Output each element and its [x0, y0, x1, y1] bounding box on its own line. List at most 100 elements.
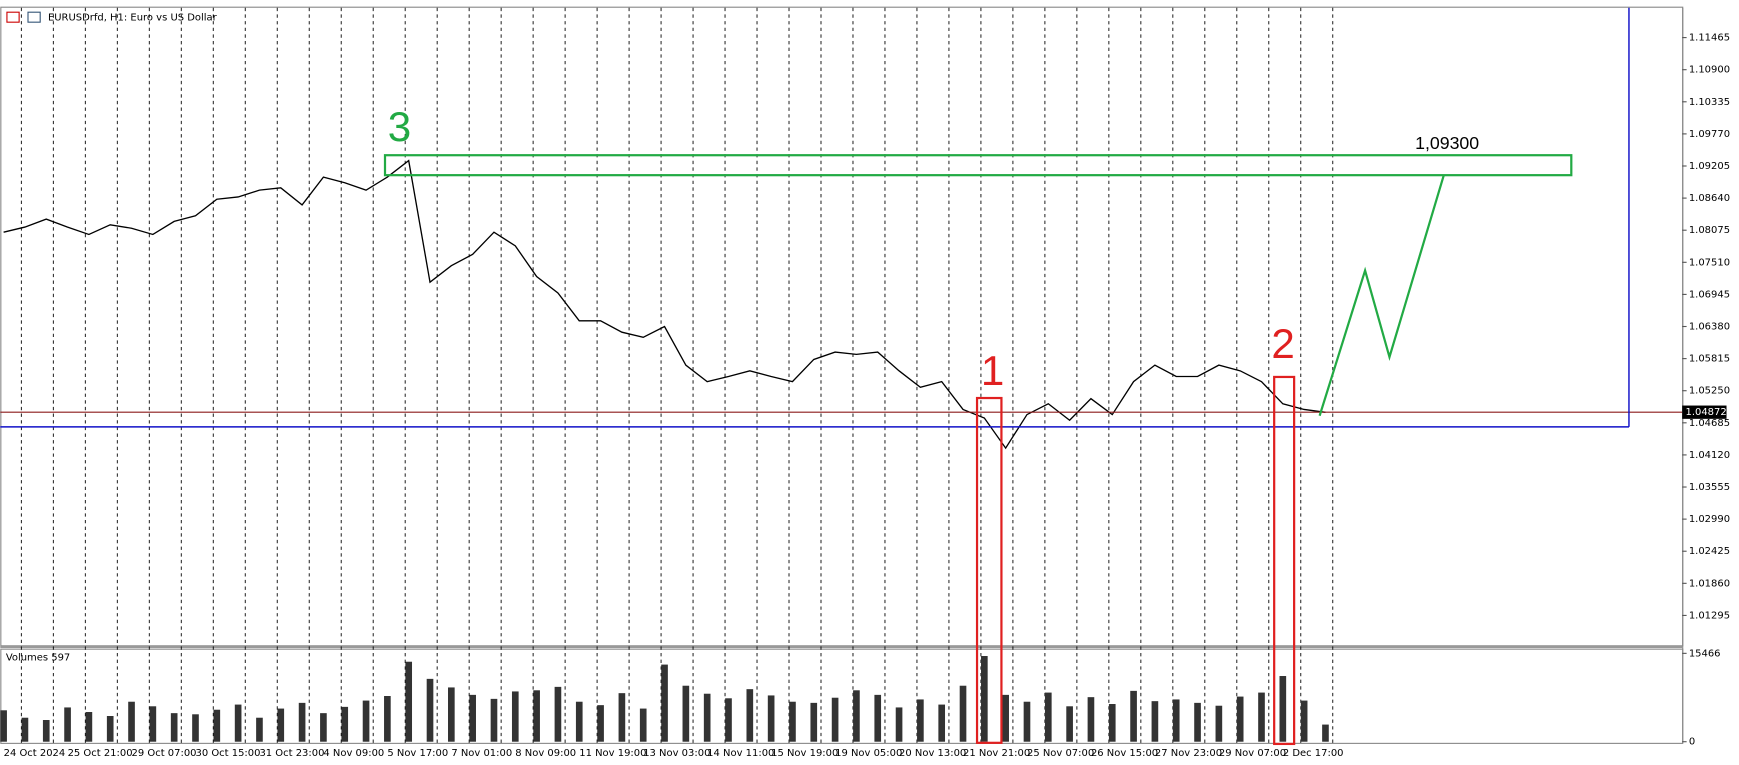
x-tick-label: 21 Nov 21:00: [963, 748, 1030, 759]
x-tick-label: 20 Nov 13:00: [899, 748, 966, 759]
y-tick-label: 1.10335: [1689, 97, 1730, 108]
x-tick-label: 5 Nov 17:00: [387, 748, 448, 759]
volume-bar: [234, 704, 242, 742]
volume-bar: [490, 698, 498, 742]
volume-bar: [746, 689, 754, 742]
x-tick-label: 7 Nov 01:00: [451, 748, 512, 759]
y-tick-label: 1.08075: [1689, 225, 1730, 236]
volume-bar: [192, 714, 199, 742]
y-tick-label: 1.11465: [1689, 33, 1730, 44]
volume-bar: [64, 707, 71, 742]
volume-bar: [661, 664, 668, 742]
y-tick-label: 1.09770: [1689, 129, 1730, 140]
volume-bar: [639, 708, 647, 742]
volume-bar: [767, 695, 775, 742]
volume-bar: [618, 693, 626, 742]
volume-bar: [1300, 700, 1308, 742]
x-tick-label: 2 Dec 17:00: [1283, 748, 1344, 759]
volume-bar: [533, 690, 540, 742]
y-tick-label: 1.10900: [1689, 65, 1730, 76]
y-tick-label: 0: [1689, 737, 1695, 748]
volume-bar: [511, 691, 519, 742]
volume-bar: [810, 702, 818, 742]
y-tick-label: 1.06380: [1689, 322, 1730, 333]
current-price-box: [1682, 405, 1727, 419]
y-tick-label: 1.06945: [1689, 289, 1730, 300]
volume-bar: [1215, 705, 1223, 742]
x-tick-label: 29 Oct 07:00: [132, 748, 197, 759]
y-tick-label: 1.02990: [1689, 514, 1730, 525]
volume-bar: [554, 686, 562, 742]
volume-bar: [1194, 702, 1201, 742]
volume-bar: [1066, 706, 1073, 742]
annotation: 1: [981, 347, 1004, 394]
volume-bar: [256, 717, 263, 742]
x-tick-label: 27 Nov 23:00: [1155, 748, 1222, 759]
x-tick-label: 24 Oct 2024: [4, 748, 66, 759]
y-tick-label: 1.08640: [1689, 193, 1730, 204]
y-tick-label: 15466: [1689, 648, 1721, 659]
x-tick-label: 15 Nov 19:00: [771, 748, 838, 759]
x-tick-label: 8 Nov 09:00: [515, 748, 576, 759]
y-tick-label: 1.02425: [1689, 546, 1730, 557]
volume-bar: [1130, 690, 1137, 742]
volume-bar: [895, 707, 903, 742]
volume-bar: [1151, 701, 1159, 742]
volume-bar: [917, 699, 924, 742]
x-tick-label: 25 Oct 21:00: [68, 748, 133, 759]
volume-bar: [1108, 704, 1116, 742]
volume-bar: [981, 656, 988, 742]
x-tick-label: 19 Nov 05:00: [835, 748, 902, 759]
volume-bar: [1279, 676, 1287, 742]
volume-title: Volumes 597: [6, 652, 70, 663]
volume-bar: [106, 716, 114, 742]
x-tick-label: 13 Nov 03:00: [643, 748, 710, 759]
volume-bar: [448, 687, 455, 742]
x-tick-label: 29 Nov 07:00: [1219, 748, 1286, 759]
volume-bar: [0, 710, 7, 742]
volume-bar: [789, 701, 796, 742]
x-tick-label: 30 Oct 15:00: [195, 748, 260, 759]
volume-bar: [703, 693, 711, 742]
volume-bar: [1002, 694, 1009, 742]
volume-bar: [213, 709, 221, 742]
y-tick-label: 1.01860: [1689, 578, 1730, 589]
volume-bar: [320, 713, 327, 742]
highlight-box: [1273, 375, 1296, 746]
x-tick-label: 11 Nov 19:00: [579, 748, 646, 759]
marks: [0, 159, 1683, 742]
annotation: 3: [388, 103, 411, 150]
y-tick-label: 1.01295: [1689, 610, 1730, 621]
volume-bar: [298, 702, 306, 742]
volume-bar: [1172, 699, 1180, 742]
annotation: 2: [1271, 320, 1294, 367]
volume-bar: [575, 701, 583, 742]
volume-bar: [959, 685, 967, 742]
projection-path: [1318, 174, 1445, 417]
volume-bar: [362, 700, 370, 742]
volume-bar: [1044, 692, 1052, 742]
current-price-label: 1.04872: [1686, 407, 1727, 418]
window-icon: [27, 11, 41, 23]
volume-bar: [170, 713, 178, 742]
annotation: 1,09300: [1415, 133, 1479, 153]
volume-bar: [42, 720, 50, 742]
volume-bar: [405, 661, 413, 742]
highlight-box: [975, 396, 1003, 744]
volume-bar: [874, 694, 882, 742]
volume-bar: [21, 717, 29, 742]
volume-bar: [597, 705, 604, 742]
y-tick-label: 1.03555: [1689, 482, 1730, 493]
x-tick-label: 14 Nov 11:00: [707, 748, 774, 759]
y-tick-label: 1.04685: [1689, 418, 1730, 429]
volume-bar: [384, 696, 391, 742]
volume-bar: [469, 694, 476, 742]
y-tick-label: 1.05815: [1689, 354, 1730, 365]
volume-bar: [426, 678, 434, 742]
volume-bar: [1087, 697, 1095, 742]
volume-bar: [277, 708, 285, 742]
volume-bar: [1322, 724, 1329, 742]
target-zone: [383, 154, 1573, 177]
